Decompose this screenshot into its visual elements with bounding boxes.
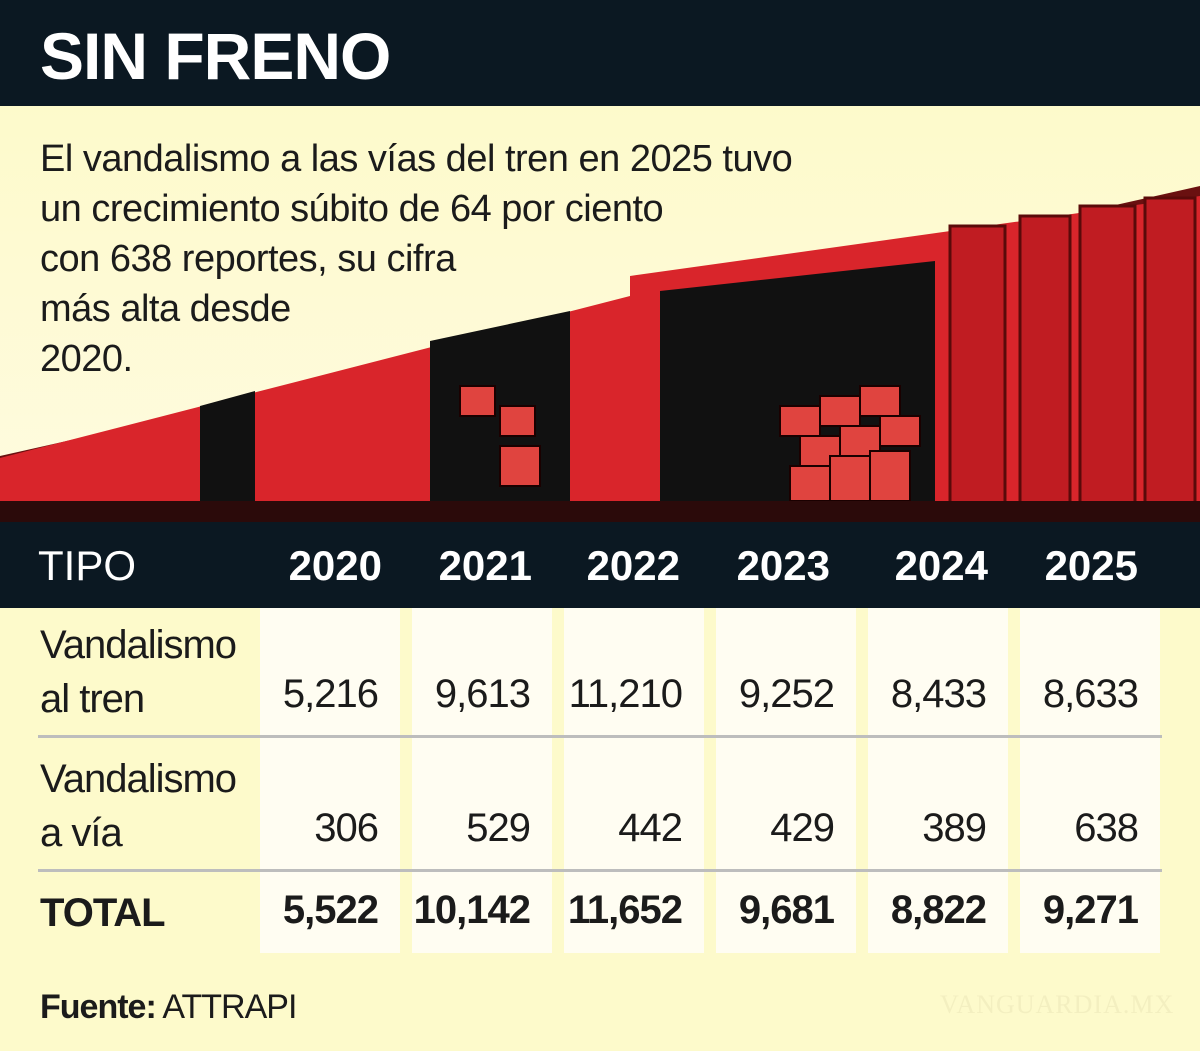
column-header: 2020 [288,542,382,589]
column-background [412,608,552,953]
intro-text: El vandalismo a las vías del tren en 202… [40,134,880,384]
column-header: 2025 [1044,542,1138,589]
column-header: 2022 [586,542,680,589]
column-background [564,608,704,953]
row-label-line: al tren [40,677,145,721]
column-header: 2023 [736,542,830,589]
row-label: Vandalismo al tren [40,618,237,726]
column-background [1020,608,1160,953]
table-cell: 442 [618,806,683,850]
intro-line: 2020. [40,338,133,380]
table-cell: 529 [466,806,531,850]
table-cell: 9,271 [1042,888,1139,932]
row-label-line: Vandalismo [40,623,237,667]
row-label: TOTAL [40,886,166,940]
title: SIN FRENO [40,19,391,93]
table-cell: 11,210 [568,672,683,716]
column-background [716,608,856,953]
column-background [868,608,1008,953]
table-cell: 389 [922,806,987,850]
table-cell: 11,652 [567,888,683,932]
column-header: 2024 [894,542,988,589]
table-cell: 9,252 [738,672,835,716]
intro-line: un crecimiento súbito de 64 por ciento [40,188,664,230]
row-label-line: Vandalismo [40,757,237,801]
table-cell: 8,433 [890,672,987,716]
table-cell: 5,216 [282,672,379,716]
row-divider [38,869,1162,872]
intro-line: más alta desde [40,288,291,330]
row-divider [38,735,1162,738]
intro-line: El vandalismo a las vías del tren en 202… [40,138,793,180]
table-header: TIPO 2020 2021 2022 2023 2024 2025 [0,522,1200,608]
table-cell: 429 [770,806,835,850]
source: Fuente: ATTRAPI [40,988,297,1027]
table-cell: 10,142 [413,888,531,932]
table-cell: 638 [1074,806,1139,850]
source-label: Fuente: [40,988,157,1026]
column-header-tipo: TIPO [38,542,137,589]
row-label-line: a vía [40,811,123,855]
table-cell: 9,681 [738,888,835,932]
table-cell: 9,613 [434,672,531,716]
row-label: Vandalismo a vía [40,752,237,860]
table-cell: 8,633 [1042,672,1139,716]
table-cell: 8,822 [890,888,987,932]
table-cell: 306 [314,806,379,850]
watermark-logo: VANGUARDIA.MX [940,990,1175,1019]
column-header: 2021 [438,542,532,589]
source-value: ATTRAPI [162,988,297,1026]
column-background [260,608,400,953]
title-bar: SIN FRENO [0,0,1200,106]
row-label-line: TOTAL [40,891,166,935]
table-cell: 5,522 [282,888,379,932]
train-illustration [0,106,1200,522]
intro-line: con 638 reportes, su cifra [40,238,456,280]
